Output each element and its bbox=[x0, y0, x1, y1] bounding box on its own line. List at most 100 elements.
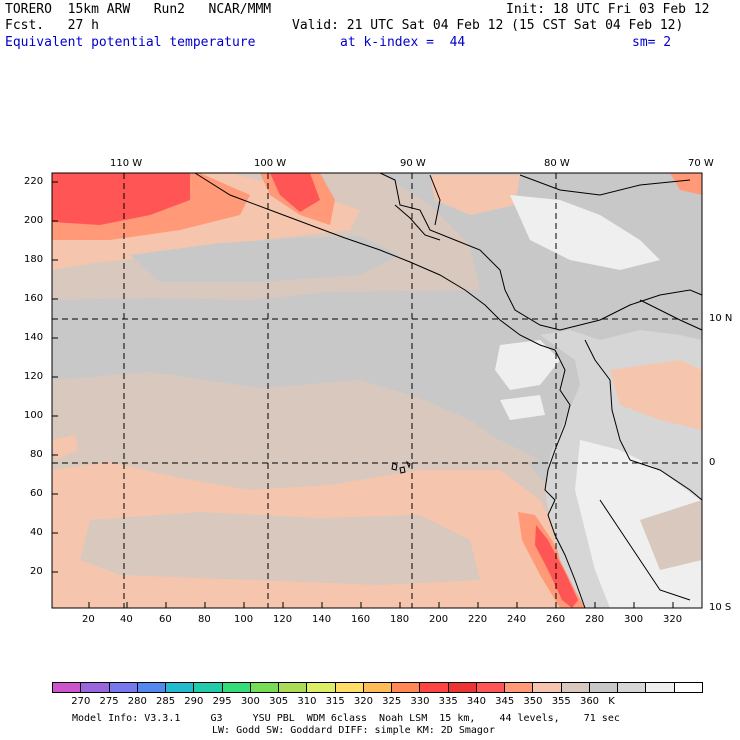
footer-physics-info: LW: Godd SW: Goddard DIFF: simple KM: 2D… bbox=[212, 725, 495, 736]
colorbar-label: 330 bbox=[410, 696, 430, 707]
lon-label-80w: 80 W bbox=[544, 158, 570, 169]
coastline-ecuador-peru bbox=[544, 349, 586, 609]
footer-model-info: Model Info: V3.3.1 G3 YSU PBL WDM 6class… bbox=[72, 713, 620, 724]
land-peach-amazon bbox=[610, 360, 702, 430]
colorbar-label: 305 bbox=[269, 696, 289, 707]
x-label: 300 bbox=[624, 614, 644, 625]
colorbar-label: 350 bbox=[523, 696, 543, 707]
colorbar-label: K bbox=[608, 696, 615, 707]
colorbar-swatch bbox=[108, 682, 138, 693]
galapagos-islands bbox=[391, 460, 411, 474]
x-label: 220 bbox=[468, 614, 488, 625]
colorbar-label: 295 bbox=[212, 696, 232, 707]
colorbar-swatch bbox=[136, 682, 167, 693]
x-label: 160 bbox=[351, 614, 371, 625]
x-label: 180 bbox=[390, 614, 410, 625]
x-label: 240 bbox=[507, 614, 527, 625]
colorbar-label: 270 bbox=[71, 696, 91, 707]
lon-label-70w: 70 W bbox=[688, 158, 714, 169]
y-label: 140 bbox=[24, 332, 44, 343]
colorbar-swatch bbox=[362, 682, 393, 693]
peach-patch-gulf bbox=[430, 175, 520, 215]
colorbar-swatch bbox=[475, 682, 506, 693]
x-label: 140 bbox=[312, 614, 332, 625]
map-frame bbox=[51, 172, 703, 609]
land-white-colombia bbox=[495, 340, 560, 390]
header-forecast-hour: Fcst. 27 h bbox=[5, 18, 99, 33]
colorbar-label: 345 bbox=[495, 696, 515, 707]
lon-label-110w: 110 W bbox=[110, 158, 143, 169]
lat-label-10n: 10 N bbox=[709, 313, 733, 324]
x-label: 200 bbox=[429, 614, 449, 625]
colorbar-swatch bbox=[560, 682, 590, 693]
colorbar-swatch bbox=[221, 682, 251, 693]
colorbar-label: 315 bbox=[325, 696, 345, 707]
colorbar-swatch bbox=[278, 682, 308, 693]
border-peru-brazil bbox=[629, 459, 703, 501]
tan-band-mid bbox=[52, 410, 540, 470]
land-white-caribbean bbox=[510, 195, 660, 270]
y-label: 100 bbox=[24, 410, 44, 421]
y-label: 20 bbox=[30, 566, 43, 577]
colorbar-swatch bbox=[673, 682, 703, 693]
header-init-time: Init: 18 UTC Fri 03 Feb 12 bbox=[506, 2, 710, 17]
coastline-venezuela bbox=[639, 299, 703, 331]
colorbar-swatch bbox=[80, 682, 110, 693]
colorbar-label: 300 bbox=[240, 696, 260, 707]
red-field-nw bbox=[52, 173, 190, 225]
x-label: 20 bbox=[82, 614, 95, 625]
lon-label-90w: 90 W bbox=[400, 158, 426, 169]
coastline-yucatan bbox=[429, 174, 441, 226]
y-label: 80 bbox=[30, 449, 43, 460]
y-label: 120 bbox=[24, 371, 44, 382]
coastline-caribbean bbox=[519, 174, 691, 196]
border-mexico-guatemala bbox=[394, 204, 441, 241]
colorbar-swatch bbox=[532, 682, 562, 693]
tan-patch-south bbox=[80, 512, 480, 585]
y-label: 40 bbox=[30, 527, 43, 538]
y-label: 220 bbox=[24, 176, 44, 187]
colorbar-swatch bbox=[165, 682, 195, 693]
colorbar-swatch bbox=[52, 682, 82, 693]
bottom-ticks bbox=[88, 602, 674, 608]
colorbar-label: 275 bbox=[99, 696, 119, 707]
colorbar-swatch bbox=[617, 682, 647, 693]
colorbar-swatch bbox=[306, 682, 336, 693]
x-label: 120 bbox=[273, 614, 293, 625]
y-label: 200 bbox=[24, 215, 44, 226]
x-label: 260 bbox=[546, 614, 566, 625]
red-field-ne bbox=[670, 173, 702, 195]
colorbar-label: 320 bbox=[353, 696, 373, 707]
colorbar-label: 290 bbox=[184, 696, 204, 707]
header-valid-time: Valid: 21 UTC Sat 04 Feb 12 (15 CST Sat … bbox=[292, 18, 684, 33]
lat-label-0: 0 bbox=[709, 457, 716, 468]
gray-patch-north bbox=[130, 236, 400, 282]
colorbar-label: 310 bbox=[297, 696, 317, 707]
smoothing-label: sm= 2 bbox=[632, 35, 672, 50]
x-label: 280 bbox=[585, 614, 605, 625]
colorbar-label: 280 bbox=[127, 696, 147, 707]
colorbar-swatch bbox=[391, 682, 421, 693]
coastline-central-america bbox=[379, 172, 703, 331]
colorbar-label: 325 bbox=[382, 696, 402, 707]
colorbar-label: 335 bbox=[438, 696, 458, 707]
colorbar-swatch bbox=[249, 682, 280, 693]
border-colombia-ecuador bbox=[584, 339, 631, 461]
x-label: 80 bbox=[198, 614, 211, 625]
header-model-line: TORERO 15km ARW Run2 NCAR/MMM bbox=[5, 2, 272, 17]
land-tan-amazon bbox=[640, 500, 702, 570]
level-label: at k-index = 44 bbox=[340, 35, 466, 50]
coastline-mexico-pacific bbox=[194, 172, 556, 351]
left-ticks bbox=[52, 181, 58, 573]
x-label: 40 bbox=[120, 614, 133, 625]
colorbar-label: 355 bbox=[551, 696, 571, 707]
x-label: 60 bbox=[159, 614, 172, 625]
lat-lon-grid bbox=[52, 173, 702, 608]
y-label: 180 bbox=[24, 254, 44, 265]
colorbar-label: 340 bbox=[466, 696, 486, 707]
colorbar-swatch bbox=[193, 682, 223, 693]
colorbar-label: 285 bbox=[156, 696, 176, 707]
land-white-patch bbox=[500, 395, 545, 420]
peach-patch-sw bbox=[52, 435, 78, 460]
